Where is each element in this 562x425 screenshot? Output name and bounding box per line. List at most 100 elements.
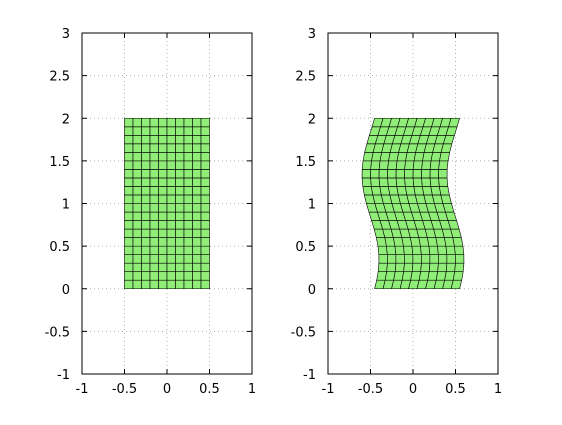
mesh-cell (378, 177, 389, 187)
mesh-cell (192, 126, 202, 136)
y-tick-label: 2 (308, 112, 316, 127)
mesh-cell (149, 254, 159, 264)
y-tick-label: 3 (308, 27, 316, 42)
mesh-cell (377, 262, 388, 273)
mesh-cell (132, 220, 142, 230)
mesh-cell (192, 186, 202, 196)
mesh-cell (192, 203, 202, 213)
mesh-cell (158, 135, 168, 145)
mesh-cell (149, 271, 159, 281)
mesh-cell (386, 245, 397, 255)
mesh-cell (192, 279, 202, 290)
mesh-cell (412, 160, 423, 170)
mesh-cell (132, 126, 142, 136)
mesh-cell (141, 135, 151, 145)
mesh-cell (141, 160, 151, 170)
mesh-cell (394, 262, 405, 273)
mesh-cell (370, 160, 381, 170)
mesh-cell (124, 152, 134, 162)
mesh-cell (183, 279, 193, 290)
mesh-cell (166, 279, 176, 290)
mesh-cell (200, 135, 210, 145)
mesh-cell (149, 262, 159, 273)
mesh-cell (124, 143, 134, 153)
mesh-cell (132, 186, 142, 196)
y-tick-label: -0.5 (291, 325, 316, 340)
mesh-cell (124, 194, 134, 204)
y-tick-label: 1 (62, 198, 70, 213)
mesh-cell (378, 160, 389, 170)
mesh-cell (183, 160, 193, 170)
mesh-cell (149, 211, 159, 221)
mesh-cell (132, 152, 142, 162)
mesh-cell (124, 220, 134, 230)
mesh-cell (387, 177, 398, 187)
mesh-cell (192, 194, 202, 204)
x-tick-label: -0.5 (112, 382, 137, 397)
mesh-cell (175, 279, 185, 290)
mesh-cell (166, 177, 176, 187)
x-tick-label: 0 (409, 382, 417, 397)
mesh-cell (149, 220, 159, 230)
mesh-cell (428, 262, 439, 273)
x-tick-label: -1 (322, 382, 335, 397)
mesh-cell (166, 117, 176, 128)
mesh-cell (175, 262, 185, 273)
mesh-cell (149, 203, 159, 213)
x-tick-label: 0.5 (445, 382, 466, 397)
mesh-cell (149, 143, 159, 153)
mesh-cell (124, 126, 134, 136)
mesh-cell (132, 245, 142, 255)
mesh-cell (124, 177, 134, 187)
mesh-cell (395, 169, 405, 179)
mesh-cell (429, 169, 439, 179)
mesh-cell (450, 228, 462, 238)
mesh-cell (141, 220, 151, 230)
y-tick-label: 2.5 (295, 70, 316, 85)
mesh-cell (132, 254, 142, 264)
y-tick-label: -1 (303, 368, 316, 383)
y-tick-label: -1 (57, 368, 70, 383)
mesh-cell (200, 228, 210, 238)
mesh-cell (183, 211, 193, 221)
mesh-cell (132, 117, 142, 128)
mesh-cell (124, 211, 134, 221)
mesh-cell (175, 143, 185, 153)
mesh-cell (141, 152, 151, 162)
mesh-cell (404, 160, 415, 170)
mesh-cell (421, 169, 431, 179)
mesh-cell (183, 271, 193, 281)
mesh-cell (141, 169, 151, 179)
mesh-cell (452, 271, 464, 281)
mesh (124, 117, 210, 290)
y-tick-label: 0 (62, 283, 70, 298)
y-tick-label: -0.5 (45, 325, 70, 340)
mesh-cell (124, 245, 134, 255)
mesh-cell (141, 271, 151, 281)
mesh-cell (192, 237, 202, 247)
mesh-cell (192, 135, 202, 145)
mesh-cell (200, 245, 210, 255)
mesh-cell (124, 254, 134, 264)
mesh-cell (200, 237, 210, 247)
mesh-cell (132, 135, 142, 145)
mesh-cell (192, 169, 202, 179)
mesh-cell (200, 117, 210, 128)
mesh-cell (395, 254, 405, 264)
mesh-cell (149, 117, 159, 128)
y-tick-label: 2 (62, 112, 70, 127)
mesh-cell (452, 237, 464, 247)
mesh-cell (141, 211, 151, 221)
mesh-cell (411, 262, 422, 273)
mesh-cell (192, 117, 202, 128)
mesh-cell (141, 194, 151, 204)
mesh-cell (183, 117, 193, 128)
mesh-cell (192, 245, 202, 255)
mesh-cell (175, 271, 185, 281)
mesh-cell (141, 245, 151, 255)
mesh-cell (124, 186, 134, 196)
mesh-cell (445, 245, 456, 255)
mesh-cell (158, 262, 168, 273)
mesh-cell (192, 152, 202, 162)
mesh-cell (428, 245, 439, 255)
